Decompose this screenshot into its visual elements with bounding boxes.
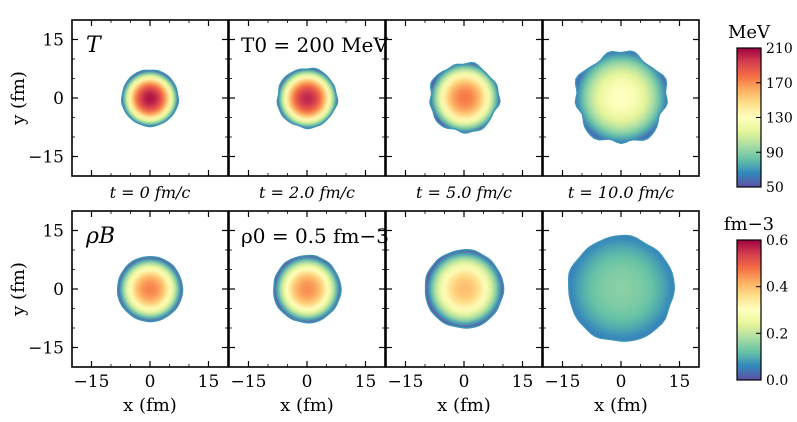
time-label: t = 0 fm/c	[110, 183, 191, 202]
y-axis-label: y (fm)	[8, 71, 29, 126]
colorbar-tick-label: 0.4	[766, 280, 788, 296]
colorbar-unit: fm−3	[724, 214, 774, 235]
panel-rho_B-3: −15 0 15 x (fm)	[542, 210, 700, 416]
density-blob	[120, 69, 180, 128]
time-label: t = 2.0 fm/c	[259, 183, 355, 202]
y-axis-label: y (fm)	[8, 262, 29, 317]
x-tick-label: 0	[616, 372, 627, 392]
y-tick-label: −15	[28, 339, 64, 359]
density-blob	[273, 254, 342, 324]
parameter-label-rho_B: ρ0 = 0.5 fm−3	[241, 224, 389, 248]
x-tick-label: −15	[231, 372, 267, 392]
x-tick-label: −15	[388, 372, 424, 392]
panel-rho_B-1: −15 0 15 x (fm)	[228, 210, 386, 416]
colorbar-tick-label: 170	[766, 76, 793, 92]
density-blob	[574, 50, 668, 145]
x-axis-label: x (fm)	[123, 395, 177, 416]
colorbar-tick-label: 0.6	[766, 233, 788, 249]
colorbar-tick-label: 210	[766, 41, 793, 57]
time-label: t = 10.0 fm/c	[568, 183, 674, 202]
x-tick-label: 15	[669, 372, 691, 392]
density-blob	[567, 234, 675, 342]
colorbar-tick-label: 0.2	[766, 326, 788, 342]
colorbar-tick-label: 90	[766, 145, 784, 161]
colorbar-unit: MeV	[728, 22, 771, 43]
x-axis-label: x (fm)	[594, 395, 648, 416]
x-tick-label: 15	[355, 372, 377, 392]
x-tick-label: 15	[512, 372, 534, 392]
panel-T-3: t = 10.0 fm/c	[542, 19, 700, 202]
y-tick-label: 15	[42, 222, 64, 242]
quantity-label-rho_B: ρB	[85, 224, 115, 249]
panel-rho_B-0: −15 0 15 −15 0 15 x (fm)	[28, 210, 229, 416]
x-axis-label: x (fm)	[437, 395, 491, 416]
density-blob	[429, 61, 501, 134]
quantity-label-T: T	[86, 33, 103, 58]
parameter-label-T: T0 = 200 MeV	[241, 33, 388, 57]
colorbar-tick-label: 130	[766, 111, 793, 127]
panel-T-2: t = 5.0 fm/c	[385, 19, 543, 202]
x-tick-label: 0	[459, 372, 470, 392]
y-tick-label: −15	[28, 148, 64, 168]
y-tick-label: 0	[53, 280, 64, 300]
colorbar-rho_B	[736, 239, 762, 381]
x-tick-label: 0	[302, 372, 313, 392]
x-tick-label: 15	[198, 372, 220, 392]
density-blob	[116, 256, 184, 323]
x-tick-label: −15	[74, 372, 110, 392]
y-tick-label: 0	[53, 89, 64, 109]
colorbar-tick-label: 50	[766, 180, 784, 196]
panel-T-1: t = 2.0 fm/c	[228, 19, 386, 202]
time-label: t = 5.0 fm/c	[416, 183, 512, 202]
density-blob	[276, 67, 339, 130]
panel-rho_B-2: −15 0 15 x (fm)	[385, 210, 543, 416]
density-blob	[424, 248, 505, 329]
panel-T-0: −15 0 15 t = 0 fm/c	[28, 19, 229, 202]
y-tick-label: 15	[42, 31, 64, 51]
x-axis-label: x (fm)	[280, 395, 334, 416]
x-tick-label: 0	[145, 372, 156, 392]
x-tick-label: −15	[545, 372, 581, 392]
colorbar-tick-label: 0.0	[766, 373, 788, 389]
